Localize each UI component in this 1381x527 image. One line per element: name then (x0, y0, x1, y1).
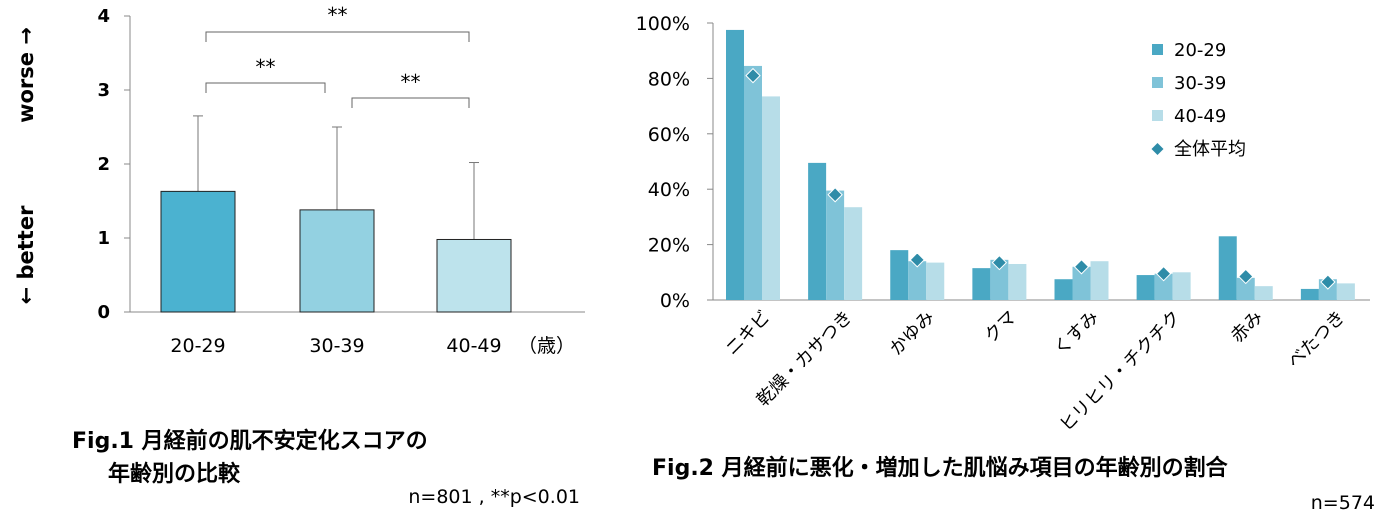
fig2-average-marker (1155, 265, 1172, 282)
fig1-y-label-worse: worse → (14, 27, 38, 123)
fig2-average-marker (1320, 274, 1336, 290)
fig2-x-tick-label: ニキビ (722, 307, 775, 360)
fig2-average-marker (745, 67, 761, 84)
fig2-bar (926, 262, 945, 300)
fig2-legend-label-average: 全体平均 (1174, 139, 1246, 160)
fig1-significance-label: ** (256, 55, 276, 79)
fig1-y-tick-label: 4 (97, 6, 110, 27)
fig2-bar (908, 261, 927, 300)
fig2-y-tick-label: 100% (636, 13, 690, 35)
fig2-x-tick-label: かゆみ (886, 307, 939, 360)
fig1-x-tick-label: 40-49 (446, 335, 501, 357)
fig1-significance-label: ** (401, 70, 421, 94)
fig2-bar (1218, 236, 1237, 300)
fig2-x-tick-label: くすみ (1050, 307, 1103, 360)
fig2-x-tick-label: べたつき (1284, 307, 1350, 373)
fig2-bar (1136, 275, 1155, 300)
fig2-legend-diamond (1151, 143, 1164, 155)
fig2-bar (744, 65, 762, 300)
fig1-bar (299, 209, 375, 313)
fig2-y-tick-label: 40% (648, 179, 690, 201)
fig2-bar (762, 96, 780, 300)
fig2-average-marker (1238, 268, 1254, 285)
fig2-bar (972, 268, 991, 300)
fig2-average-marker (991, 254, 1008, 271)
fig1-note: n=801 , **p<0.01 (408, 486, 580, 508)
fig1-bar (160, 190, 236, 313)
fig1-y-tick-label: 1 (97, 228, 110, 249)
fig2-bar (808, 162, 827, 300)
fig2-legend-swatch (1152, 44, 1163, 55)
fig2-bar (1054, 279, 1073, 300)
fig2-average-marker (827, 187, 843, 203)
fig1-x-unit: （歳） (518, 335, 575, 357)
fig2-y-tick-label: 60% (648, 124, 690, 146)
fig1-bar (436, 238, 512, 313)
fig2-y-tick-label: 80% (648, 68, 690, 90)
fig1-caption-line2: 年齢別の比較 (108, 461, 241, 487)
fig2-bar (1172, 272, 1191, 300)
fig2-bar (1236, 277, 1255, 300)
fig2-average-marker (1073, 259, 1090, 275)
fig2-x-tick-label: クマ (981, 307, 1021, 347)
fig1-significance-label: ** (328, 3, 348, 27)
fig2-legend-label: 40-49 (1174, 106, 1226, 127)
fig1-y-tick-label: 0 (97, 302, 110, 323)
fig2-bar (1336, 283, 1355, 300)
fig2-average-marker (909, 252, 925, 268)
fig2-legend-swatch (1152, 110, 1163, 121)
fig2-bar (1300, 288, 1319, 300)
fig2-bar (826, 190, 845, 300)
fig2-bar (1090, 261, 1109, 300)
fig2-bar (844, 207, 863, 300)
fig2-caption: Fig.2 月経前に悪化・増加した肌悩み項目の年齢別の割合 (652, 455, 1229, 481)
fig2-y-tick-label: 20% (648, 235, 690, 257)
fig2-legend-label: 20-29 (1174, 40, 1226, 61)
fig2-x-tick-label: 赤み (1227, 307, 1267, 347)
fig2-legend-swatch (1152, 77, 1163, 88)
fig2-bar (726, 29, 744, 301)
fig1-y-tick-label: 3 (97, 80, 110, 101)
fig2-note: n=574 (1311, 492, 1375, 514)
fig1-x-tick-label: 30-39 (309, 335, 364, 357)
fig2-bar (1154, 273, 1173, 300)
fig1-y-tick-label: 2 (97, 154, 110, 175)
fig2-bar (1008, 263, 1027, 300)
fig1-x-tick-label: 20-29 (170, 335, 225, 357)
fig1-significance-bracket (351, 97, 470, 108)
fig2-bar (1254, 286, 1273, 300)
fig1-significance-bracket (205, 82, 326, 93)
fig2-legend-label: 30-39 (1174, 73, 1226, 94)
fig1-significance-bracket (205, 31, 470, 42)
fig2-bar (890, 250, 909, 300)
fig2-y-tick-label: 0% (660, 290, 690, 312)
fig1-caption-line1: Fig.1 月経前の肌不安定化スコアの (72, 428, 428, 454)
fig2-bar (1072, 266, 1091, 300)
fig1-y-label-better: ← better (14, 205, 38, 305)
fig2-bar (990, 259, 1009, 300)
